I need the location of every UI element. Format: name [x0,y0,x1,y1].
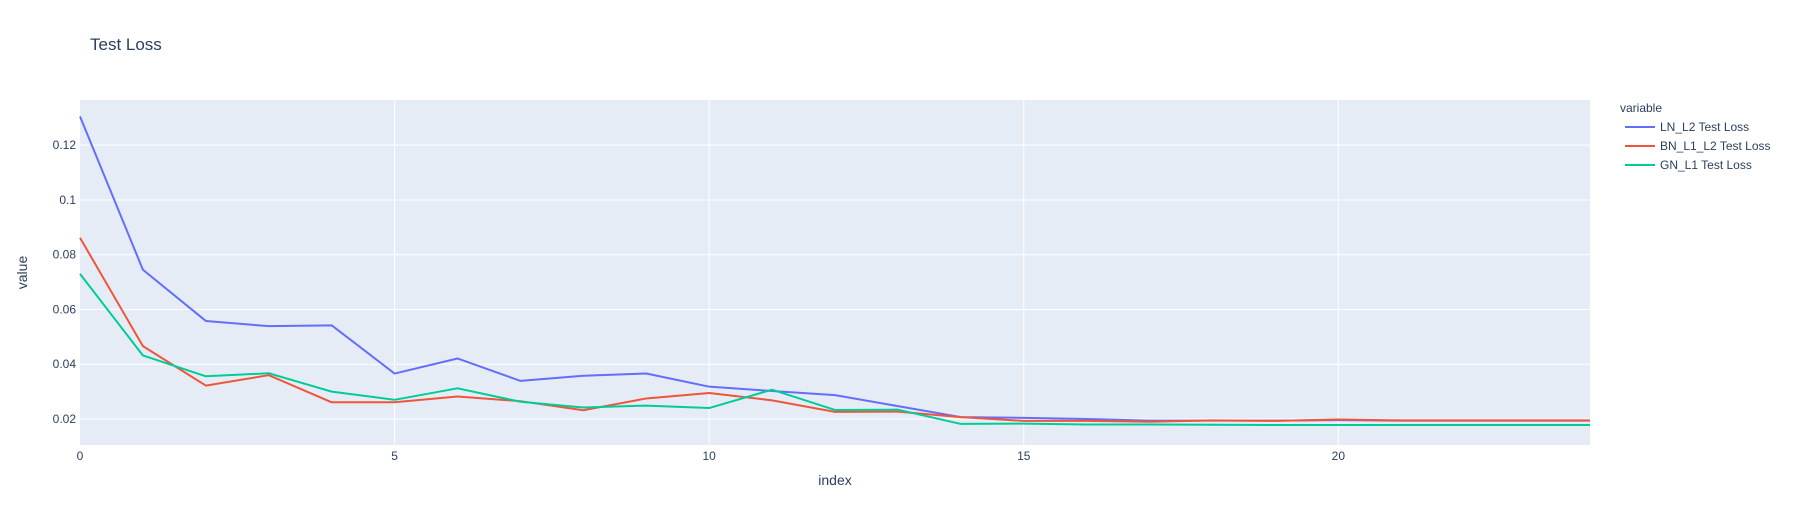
x-tick-label: 5 [391,449,398,463]
x-tick-label: 20 [1332,449,1346,463]
y-axis-title: value [14,256,30,290]
y-tick-label: 0.06 [53,302,77,316]
legend[interactable]: variable LN_L2 Test Loss BN_L1_L2 Test Lo… [1620,101,1771,172]
legend-item-label: LN_L2 Test Loss [1660,120,1749,134]
plot-area [80,100,1590,445]
y-gridlines [80,144,1590,420]
y-tick-label: 0.12 [53,138,77,152]
y-tick-label: 0.1 [59,193,76,207]
legend-title: variable [1620,101,1662,115]
legend-item-label: BN_L1_L2 Test Loss [1660,139,1771,153]
y-tick-label: 0.02 [53,412,77,426]
y-tick-label: 0.08 [53,248,77,262]
x-tick-label: 10 [702,449,716,463]
y-axis-ticks: 0.02 0.04 0.06 0.08 0.1 0.12 [53,138,77,426]
x-tick-label: 15 [1017,449,1031,463]
series-lines [79,116,1590,427]
x-tick-label: 0 [77,449,84,463]
x-axis-ticks: 0 5 10 15 20 [77,449,1346,463]
series-line [79,237,1590,423]
chart-title: Test Loss [90,35,162,54]
x-axis-title: index [818,472,851,488]
series-line [79,273,1590,427]
y-tick-label: 0.04 [53,357,77,371]
legend-item-label: GN_L1 Test Loss [1660,158,1752,172]
